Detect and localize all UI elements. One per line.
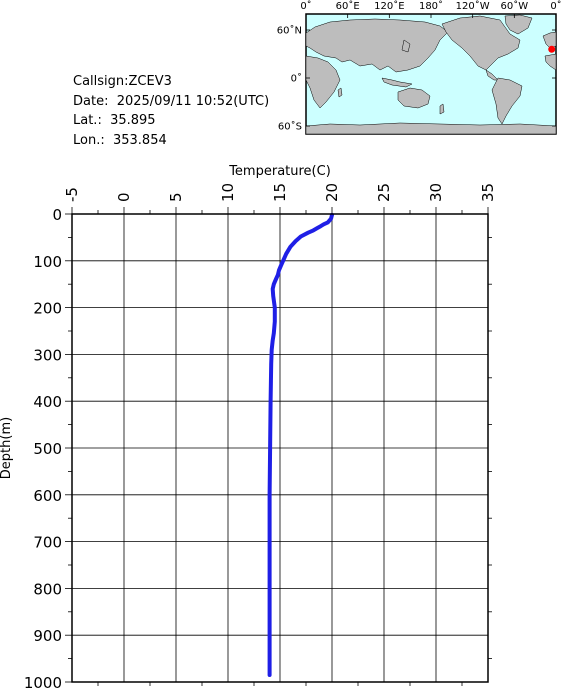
y-tick-labels: 0 100 200 300 400 500 600 700 800 900 1000 [24, 206, 62, 690]
x-tick-label: 35 [479, 183, 497, 202]
map-lon-label: 120˚E [374, 0, 404, 12]
x-tick-label: 15 [271, 183, 289, 202]
date-label: Date: 2025/09/11 10:52(UTC) [73, 93, 270, 109]
map-lon-label: 180˚ [419, 0, 443, 12]
western-europe-land [542, 31, 557, 49]
west-africa-land [544, 53, 557, 71]
australia-land [397, 87, 431, 109]
y-tick-label: 700 [33, 534, 62, 552]
x-tick-label: -5 [63, 187, 81, 202]
latitude-label: Lat.: 35.895 [73, 113, 156, 128]
japan-land [401, 39, 411, 53]
x-tick-label: 20 [323, 183, 341, 202]
map-lon-label: 0˚ [300, 0, 311, 12]
map-land [305, 14, 557, 135]
x-tick-label: 10 [219, 183, 237, 202]
map-lon-labels: 0˚ 60˚E 120˚E 180˚ 120˚W 60˚W 0˚ [300, 0, 561, 12]
y-tick-label: 800 [33, 580, 62, 598]
x-tick-label: 0 [115, 192, 133, 202]
central-america-land [485, 69, 499, 81]
north-america-land [441, 15, 521, 71]
y-tick-label: 600 [33, 487, 62, 505]
antarctica-land [305, 122, 557, 135]
world-map: 0˚ 60˚E 120˚E 180˚ 120˚W 60˚W 0˚ 60˚N 0˚ 60˚S [277, 0, 562, 135]
south-america-land [491, 77, 523, 125]
x-tick-label: 30 [427, 183, 445, 202]
longitude-label: Lon.: 353.854 [73, 132, 167, 148]
map-lat-label: 0˚ [291, 73, 302, 85]
map-ticks [305, 14, 557, 127]
station-info: Callsign:ZCEV3 Date: 2025/09/11 10:52(UT… [73, 72, 269, 150]
map-lon-label: 120˚W [456, 0, 490, 12]
indonesia-land [381, 77, 413, 88]
x-tick-label: 25 [375, 183, 393, 202]
x-axis-title: Temperature(C) [228, 164, 331, 179]
x-tick-labels: -5 0 5 10 15 20 25 30 35 [63, 183, 497, 202]
y-axis-title: Depth(m) [0, 417, 14, 479]
y-tick-label: 0 [52, 206, 62, 224]
y-tick-label: 500 [33, 440, 62, 458]
map-lat-labels: 60˚N 0˚ 60˚S [277, 25, 302, 133]
y-tick-label: 300 [33, 346, 62, 364]
x-tick-label: 5 [167, 192, 185, 202]
y-tick-label: 1000 [24, 674, 62, 690]
greenland-land [504, 14, 533, 35]
map-lon-label: 60˚E [336, 0, 360, 12]
y-tick-label: 400 [33, 393, 62, 411]
temperature-profile-line [267, 212, 334, 677]
eurasia-land [305, 18, 449, 73]
callsign-label: Callsign:ZCEV3 [73, 74, 172, 89]
africa-land [305, 55, 341, 109]
y-tick-label: 200 [33, 300, 62, 318]
madagascar-land [337, 87, 343, 98]
y-tick-label: 900 [33, 627, 62, 645]
map-lat-label: 60˚S [278, 121, 302, 133]
station-marker [548, 45, 556, 53]
y-tick-label: 100 [33, 253, 62, 271]
new-zealand-land [439, 103, 445, 115]
map-lon-label: 60˚W [501, 0, 529, 12]
plot-frame [71, 213, 489, 683]
map-lat-label: 60˚N [277, 25, 302, 37]
map-lon-label: 0˚ [550, 0, 561, 12]
